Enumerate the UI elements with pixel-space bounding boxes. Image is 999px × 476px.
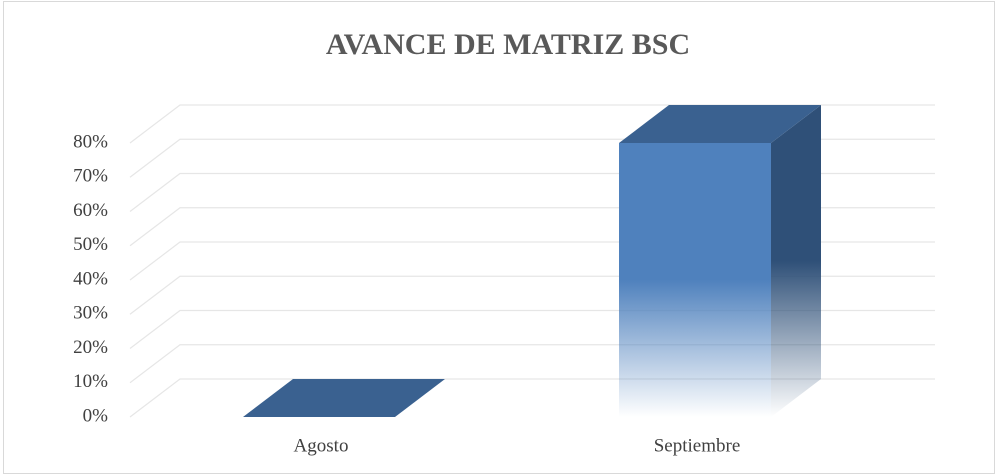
y-tick-label: 80% [73, 131, 108, 152]
bar-top [619, 105, 821, 143]
bar-side [771, 105, 821, 417]
bar-front [619, 143, 771, 417]
x-tick-label: Septiembre [654, 435, 741, 456]
y-tick-label: 0% [83, 405, 109, 426]
bar-top [243, 379, 445, 417]
y-tick-label: 20% [73, 337, 108, 358]
chart-border [3, 1, 995, 474]
y-tick-label: 50% [73, 234, 108, 255]
y-tick-label: 60% [73, 200, 108, 221]
y-tick-label: 30% [73, 303, 108, 324]
y-tick-label: 10% [73, 371, 108, 392]
y-tick-label: 70% [73, 166, 108, 187]
y-tick-label: 40% [73, 268, 108, 289]
chart-title: AVANCE DE MATRIZ BSC [326, 28, 690, 61]
x-tick-label: Agosto [294, 435, 349, 456]
